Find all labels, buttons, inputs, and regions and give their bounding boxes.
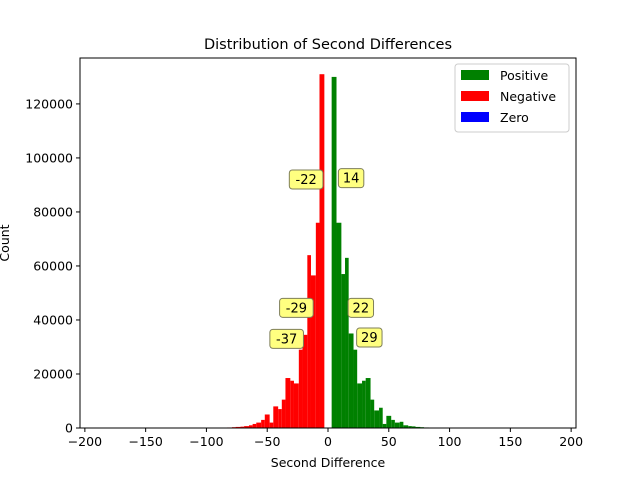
x-tick-label: −200 (68, 434, 102, 449)
annotation-label: -37 (276, 332, 297, 347)
y-tick-label: 40000 (33, 312, 73, 327)
bar-negative-14 (261, 419, 265, 428)
bar-negative-4 (302, 334, 308, 428)
bar-negative-6 (293, 383, 299, 428)
annotation-label: -29 (286, 301, 307, 316)
legend: Positive Negative Zero (454, 63, 570, 133)
bar-positive-5 (353, 349, 358, 428)
legend-label-positive: Positive (500, 68, 548, 83)
annotations-group: -22 14 -29 22 -37 29 (269, 168, 383, 349)
annotation-label: -22 (296, 173, 317, 188)
annotation-box (288, 169, 324, 190)
bar-positive-17 (403, 425, 409, 428)
bar-negative-12 (269, 422, 274, 428)
legend-swatch-zero (461, 112, 489, 122)
bar-negative-11 (273, 406, 279, 428)
bar-positive-11 (379, 407, 383, 428)
x-tick-label: −100 (189, 434, 223, 449)
x-axis-label: Second Difference (271, 455, 386, 470)
x-tick-label: 100 (438, 434, 462, 449)
legend-swatch-negative (461, 91, 489, 101)
annotation-4: -37 (269, 328, 304, 349)
x-tick-label: 50 (381, 434, 397, 449)
bar-negative-19 (240, 426, 245, 428)
bar-positive-4 (348, 333, 354, 428)
y-tick-label: 120000 (25, 96, 73, 111)
annotation-box (337, 168, 365, 189)
annotation-label: 29 (361, 331, 378, 346)
y-tick-label: 100000 (25, 150, 73, 165)
bar-negative-16 (252, 423, 257, 428)
annotation-box (279, 297, 314, 318)
bar-positive-6 (357, 383, 363, 428)
legend-swatch-positive (461, 70, 489, 80)
annotation-label: 22 (353, 301, 370, 316)
bar-negative-17 (248, 425, 253, 428)
x-tick-label: 0 (324, 434, 332, 449)
y-axis-ticks: 0 20000 40000 60000 80000 100000 120000 (25, 96, 80, 436)
annotation-5: 29 (356, 327, 383, 348)
bar-positive-18 (408, 426, 412, 428)
bar-positive-14 (391, 419, 395, 428)
x-tick-label: 150 (498, 434, 522, 449)
bar-positive-10 (374, 410, 380, 428)
bar-negative-13 (264, 414, 270, 428)
y-tick-label: 80000 (33, 204, 73, 219)
annotation-0: -22 (288, 169, 324, 190)
annotation-3: 22 (347, 297, 375, 318)
bar-positive-1 (336, 222, 342, 428)
bar-positive-9 (370, 399, 375, 428)
bar-positive-0 (331, 76, 337, 429)
annotation-1: 14 (337, 168, 365, 189)
bar-negative-3 (307, 255, 311, 428)
bar-positive-3 (345, 257, 349, 428)
bar-negative-7 (290, 380, 294, 428)
y-tick-label: 20000 (33, 366, 73, 381)
bar-negative-9 (281, 399, 286, 428)
x-tick-label: −150 (128, 434, 162, 449)
y-axis-label: Count (0, 224, 12, 261)
annotation-label: 14 (343, 172, 360, 187)
bar-positive-8 (365, 378, 371, 428)
bars-group (218, 74, 438, 429)
bar-positive-19 (411, 426, 416, 428)
legend-label-negative: Negative (500, 89, 556, 104)
bar-positive-16 (399, 421, 404, 428)
bar-positive-2 (341, 274, 346, 428)
bar-negative-8 (285, 378, 291, 428)
bar-negative-5 (298, 349, 303, 428)
bar-positive-13 (386, 415, 392, 428)
bar-negative-20 (235, 426, 241, 428)
y-tick-label: 0 (65, 421, 73, 436)
x-tick-label: 200 (559, 434, 583, 449)
bar-negative-18 (244, 426, 249, 428)
annotation-box (347, 297, 375, 318)
bar-negative-0 (319, 74, 325, 428)
annotation-2: -29 (279, 297, 314, 318)
bar-negative-10 (278, 409, 282, 428)
bar-positive-12 (382, 423, 387, 428)
chart-title: Distribution of Second Differences (204, 37, 452, 53)
y-tick-label: 60000 (33, 258, 73, 273)
annotation-box (269, 328, 304, 349)
bar-positive-20 (415, 426, 421, 428)
bar-negative-1 (315, 222, 320, 428)
bar-positive-7 (362, 380, 366, 428)
legend-label-zero: Zero (500, 110, 529, 125)
annotation-box (356, 327, 383, 348)
x-tick-label: −50 (254, 434, 280, 449)
bar-negative-2 (310, 275, 316, 428)
x-axis-ticks: −200 −150 −100 −50 0 50 100 150 200 (68, 428, 583, 449)
bar-negative-15 (256, 422, 262, 428)
bar-positive-15 (394, 422, 400, 428)
